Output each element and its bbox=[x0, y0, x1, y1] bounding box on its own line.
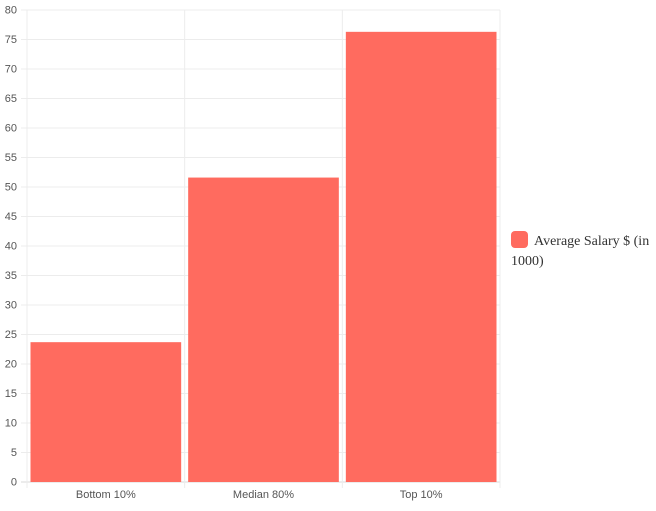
y-tick-label: 80 bbox=[5, 5, 17, 17]
legend-label: Average Salary $ (in 1000) bbox=[511, 234, 650, 269]
y-tick-label: 5 bbox=[11, 447, 17, 459]
x-tick-label: Bottom 10% bbox=[76, 489, 136, 501]
y-tick-label: 35 bbox=[5, 270, 17, 282]
y-tick-label: 15 bbox=[5, 388, 17, 400]
y-tick-label: 0 bbox=[11, 477, 17, 489]
y-tick-label: 60 bbox=[5, 123, 17, 135]
y-tick-label: 55 bbox=[5, 152, 17, 164]
x-axis-tick-labels: Bottom 10% Median 80% Top 10% bbox=[76, 489, 443, 501]
y-tick-label: 65 bbox=[5, 93, 17, 105]
y-tick-label: 40 bbox=[5, 241, 17, 253]
y-tick-label: 45 bbox=[5, 211, 17, 223]
y-tick-label: 70 bbox=[5, 64, 17, 76]
y-tick-label: 30 bbox=[5, 300, 17, 312]
y-axis-tick-labels: 0 5 10 15 20 25 30 35 40 45 50 55 60 65 70 75 80 bbox=[5, 5, 17, 489]
y-tick-label: 10 bbox=[5, 418, 17, 430]
y-tick-label: 25 bbox=[5, 329, 17, 341]
y-tick-label: 50 bbox=[5, 182, 17, 194]
x-tick-label: Top 10% bbox=[400, 489, 443, 501]
y-tick-label: 20 bbox=[5, 359, 17, 371]
x-tick-label: Median 80% bbox=[233, 489, 294, 501]
bars bbox=[30, 31, 497, 483]
legend-swatch bbox=[511, 231, 528, 248]
bar[interactable] bbox=[30, 342, 182, 482]
legend[interactable]: Average Salary $ (in 1000) bbox=[511, 231, 651, 272]
y-tick-label: 75 bbox=[5, 34, 17, 46]
bar[interactable] bbox=[345, 31, 497, 483]
bar[interactable] bbox=[188, 177, 339, 482]
